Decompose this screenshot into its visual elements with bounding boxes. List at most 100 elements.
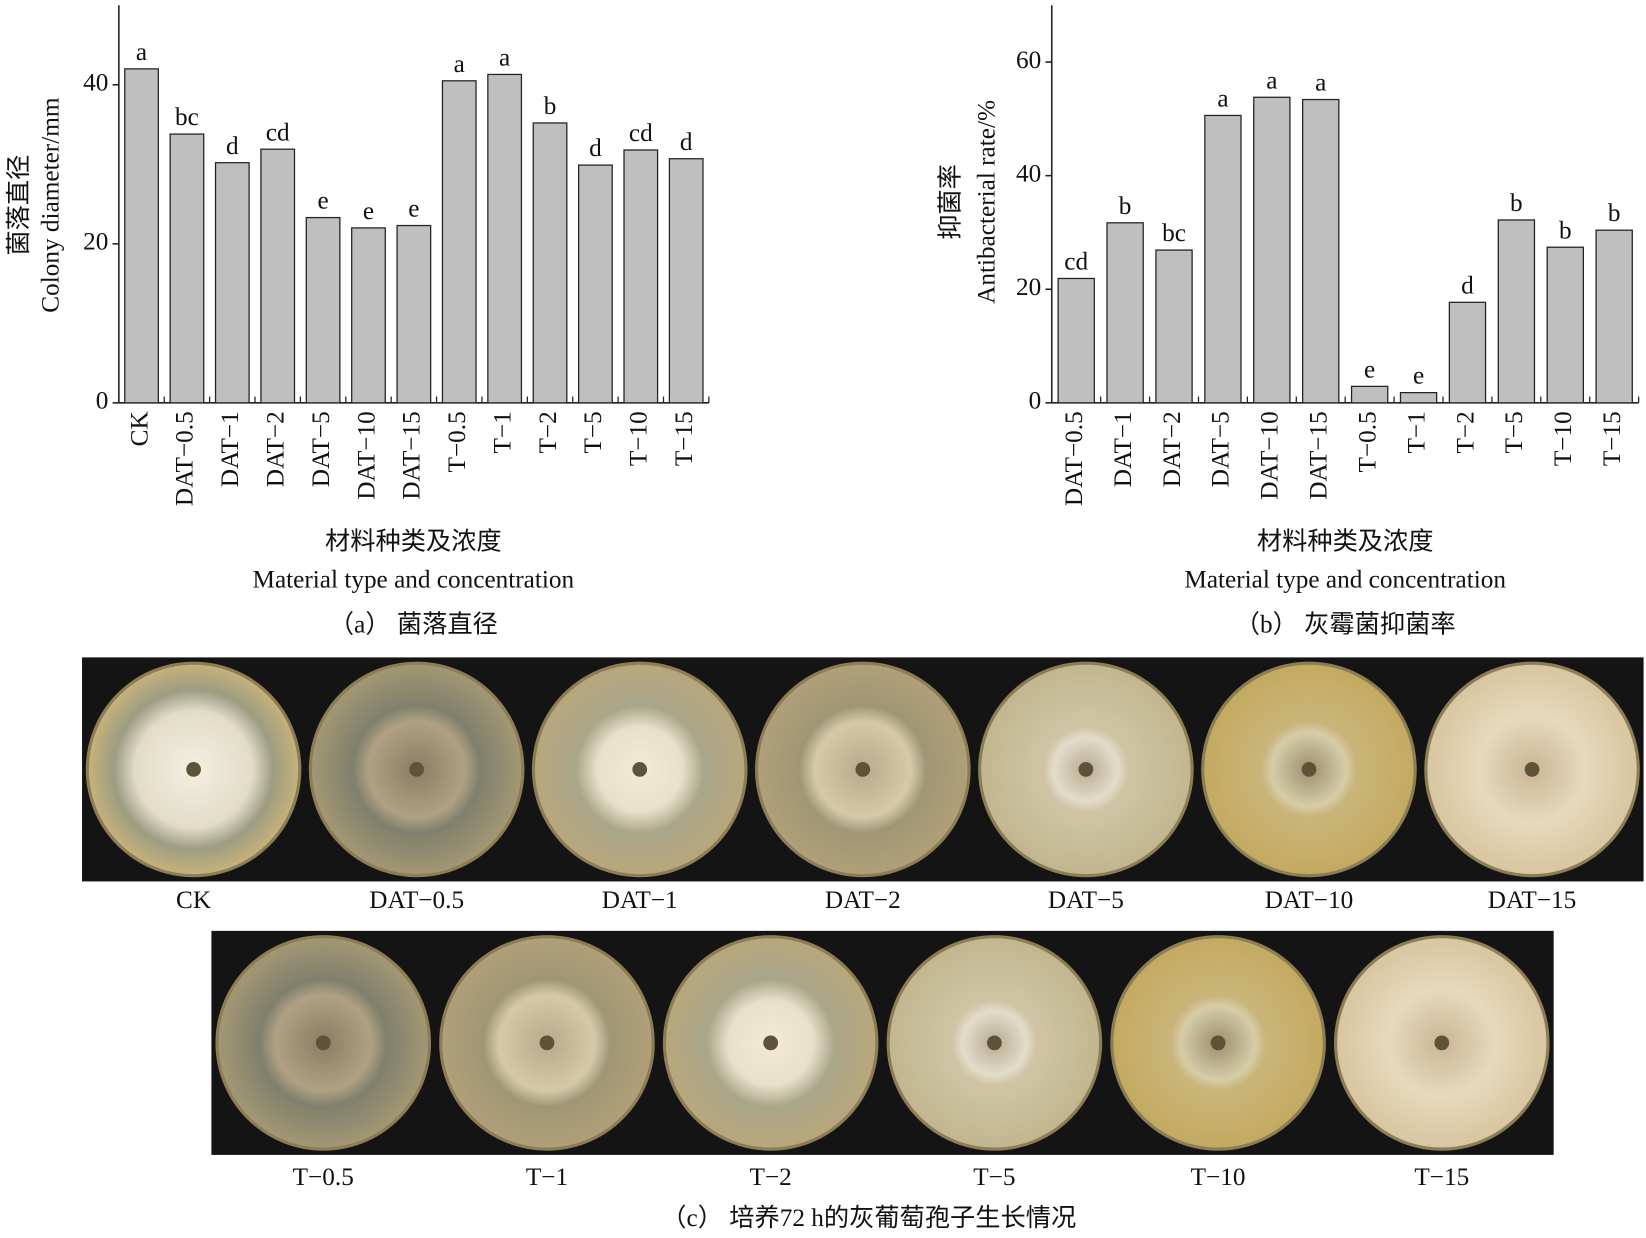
- photo-label: DAT−1: [602, 887, 678, 914]
- x-tick-label: DAT−10: [353, 411, 380, 500]
- x-tick-label: T−15: [671, 411, 698, 466]
- x-tick-label: DAT−1: [1110, 411, 1137, 487]
- bar: [1155, 249, 1193, 404]
- bar: [532, 122, 568, 404]
- significance-letter: a: [1315, 70, 1326, 97]
- significance-letter: e: [1364, 356, 1375, 383]
- x-tick-label: T−5: [1501, 411, 1528, 453]
- x-tick-label: DAT−5: [1208, 411, 1235, 487]
- inoculum: [186, 762, 201, 777]
- x-tick-label: DAT−2: [1159, 411, 1186, 487]
- inoculum: [763, 1035, 779, 1051]
- significance-letter: bc: [175, 104, 199, 131]
- photo-label: DAT−15: [1488, 887, 1577, 914]
- significance-letter: d: [1461, 272, 1474, 299]
- inoculum: [1524, 762, 1540, 777]
- bar: [1204, 114, 1242, 404]
- photo-strip: [211, 930, 1554, 1155]
- x-tick-label: DAT−0.5: [1061, 411, 1088, 506]
- significance-letter: a: [454, 51, 465, 78]
- y-axis-label: Antibacterial rate/%: [973, 100, 1000, 304]
- bar: [396, 224, 432, 404]
- inoculum: [1210, 1035, 1226, 1051]
- photo-label: T−2: [750, 1164, 792, 1191]
- photo-label: DAT−0.5: [369, 887, 464, 914]
- bar: [1057, 277, 1095, 404]
- panel-caption: （c） 培养72 h的灰葡萄孢子生长情况: [661, 1204, 1076, 1232]
- x-tick-label: T−15: [1599, 411, 1626, 466]
- bar: [260, 148, 296, 404]
- significance-letter: cd: [266, 119, 290, 146]
- y-tick-label: 60: [1016, 47, 1041, 74]
- significance-letter: a: [1266, 67, 1277, 94]
- y-axis-label-zh: 菌落直径: [5, 155, 33, 256]
- inoculum: [987, 1035, 1002, 1051]
- bar: [1350, 385, 1389, 404]
- bar: [1448, 301, 1487, 404]
- x-tick-label: DAT−10: [1257, 411, 1284, 500]
- bar: [1595, 229, 1633, 404]
- x-tick-label: DAT−2: [263, 411, 290, 487]
- x-axis-label: Material type and concentration: [253, 566, 575, 593]
- y-axis-label-zh: 抑菌率: [937, 164, 965, 240]
- photo-label: T−1: [526, 1164, 568, 1191]
- photo-label: T−10: [1191, 1164, 1246, 1191]
- panel-caption: （a） 菌落直径: [329, 611, 498, 639]
- x-axis-label-zh: 材料种类及浓度: [1257, 528, 1434, 556]
- inoculum: [855, 762, 871, 777]
- photo-label: DAT−10: [1265, 887, 1354, 914]
- bar: [1302, 98, 1340, 404]
- significance-letter: a: [499, 45, 510, 72]
- x-tick-label: CK: [126, 411, 153, 446]
- bar: [668, 158, 704, 404]
- bar: [169, 133, 205, 404]
- significance-letter: cd: [629, 120, 653, 147]
- x-tick-label: DAT−5: [308, 411, 335, 487]
- bar: [1497, 219, 1536, 404]
- bar: [441, 80, 477, 404]
- bar: [1106, 222, 1144, 404]
- x-axis-label-zh: 材料种类及浓度: [325, 528, 502, 556]
- bar: [305, 216, 341, 404]
- bar: [124, 68, 159, 404]
- bar: [1253, 96, 1291, 404]
- y-tick-label: 0: [96, 388, 109, 415]
- x-tick-label: T−0.5: [1354, 411, 1381, 472]
- y-tick-label: 40: [1016, 160, 1041, 187]
- bar: [1399, 391, 1438, 404]
- y-tick-label: 20: [1016, 274, 1041, 301]
- photo-label: DAT−5: [1048, 887, 1124, 914]
- x-tick-label: T−2: [1452, 411, 1479, 453]
- bar: [623, 149, 659, 404]
- inoculum: [632, 762, 648, 777]
- bar: [351, 227, 386, 404]
- photo-label: CK: [176, 887, 211, 914]
- x-tick-label: DAT−0.5: [172, 411, 199, 506]
- y-tick-label: 20: [83, 229, 108, 256]
- x-tick-label: T−10: [626, 411, 653, 466]
- inoculum: [1301, 762, 1317, 777]
- x-tick-label: DAT−1: [217, 411, 244, 487]
- x-tick-label: T−0.5: [444, 411, 471, 472]
- photo-label: T−5: [973, 1164, 1015, 1191]
- significance-letter: b: [1608, 200, 1621, 227]
- significance-letter: b: [1510, 190, 1523, 217]
- x-tick-label: T−1: [489, 411, 516, 453]
- significance-letter: b: [1559, 217, 1572, 244]
- inoculum: [315, 1035, 331, 1051]
- bar: [577, 164, 613, 404]
- y-tick-label: 0: [1029, 388, 1042, 415]
- bar: [487, 73, 523, 404]
- significance-letter: b: [1119, 193, 1132, 220]
- significance-letter: d: [680, 129, 693, 156]
- inoculum: [1078, 762, 1094, 777]
- x-tick-label: T−1: [1403, 411, 1430, 453]
- x-tick-label: T−10: [1550, 411, 1577, 466]
- x-axis-label: Material type and concentration: [1184, 566, 1506, 593]
- significance-letter: a: [1217, 86, 1228, 113]
- y-tick-label: 40: [83, 70, 108, 97]
- photo-label: T−0.5: [293, 1164, 354, 1191]
- x-tick-label: T−2: [535, 411, 562, 453]
- significance-letter: bc: [1162, 220, 1186, 247]
